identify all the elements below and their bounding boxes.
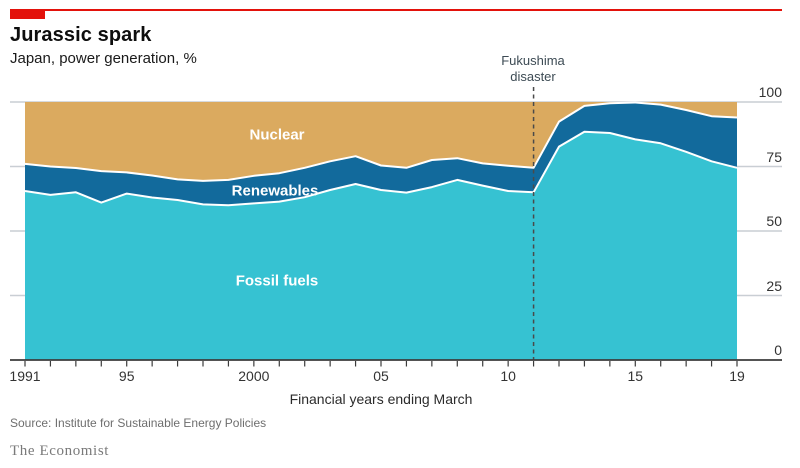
x-tick-label-15: 15: [627, 368, 644, 384]
area-fossil-fuels: [25, 131, 737, 360]
x-tick-label-05: 05: [373, 368, 389, 384]
series-label-renewables: Renewables: [231, 182, 319, 200]
y-tick-label-50: 50: [766, 213, 782, 229]
red-top-rule: [10, 9, 782, 11]
series-label-fossil-fuels: Fossil fuels: [235, 272, 319, 290]
series-label-nuclear: Nuclear: [249, 126, 305, 144]
separator-renewables-top: [24, 101, 738, 182]
x-tick-label-19: 19: [729, 368, 745, 384]
x-tick-label-10: 10: [500, 368, 516, 384]
area-nuclear: [25, 102, 737, 181]
y-tick-label-100: 100: [758, 84, 782, 100]
fukushima-annotation-line1: Fukushima: [501, 53, 565, 68]
x-tick-label-1991: 1991: [9, 368, 41, 384]
x-tick-label-95: 95: [118, 368, 135, 384]
page-subtitle: Japan, power generation, %: [10, 50, 197, 67]
area-renewables: [25, 102, 737, 206]
x-tick-label-2000: 2000: [238, 368, 270, 384]
page-title: Jurassic spark: [10, 24, 152, 46]
economist-red-tab: [10, 9, 45, 19]
source-note: Source: Institute for Sustainable Energy…: [10, 416, 267, 430]
fukushima-annotation: Fukushima disaster: [501, 53, 565, 85]
y-tick-label-25: 25: [766, 277, 782, 294]
separator-fossil-top: [24, 130, 738, 207]
x-axis-title: Financial years ending March: [289, 391, 473, 407]
y-tick-label-0: 0: [774, 342, 782, 358]
economist-wordmark: The Economist: [10, 443, 110, 459]
y-tick-label-75: 75: [766, 148, 782, 165]
fukushima-annotation-line2: disaster: [510, 69, 556, 84]
